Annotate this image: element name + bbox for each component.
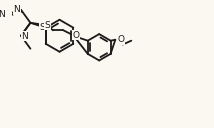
Text: N: N: [21, 32, 28, 41]
Text: O: O: [73, 31, 80, 40]
Text: N: N: [0, 10, 5, 19]
Text: N: N: [13, 5, 20, 14]
Text: S: S: [39, 23, 45, 32]
Text: S: S: [45, 21, 50, 30]
Text: O: O: [117, 35, 124, 44]
